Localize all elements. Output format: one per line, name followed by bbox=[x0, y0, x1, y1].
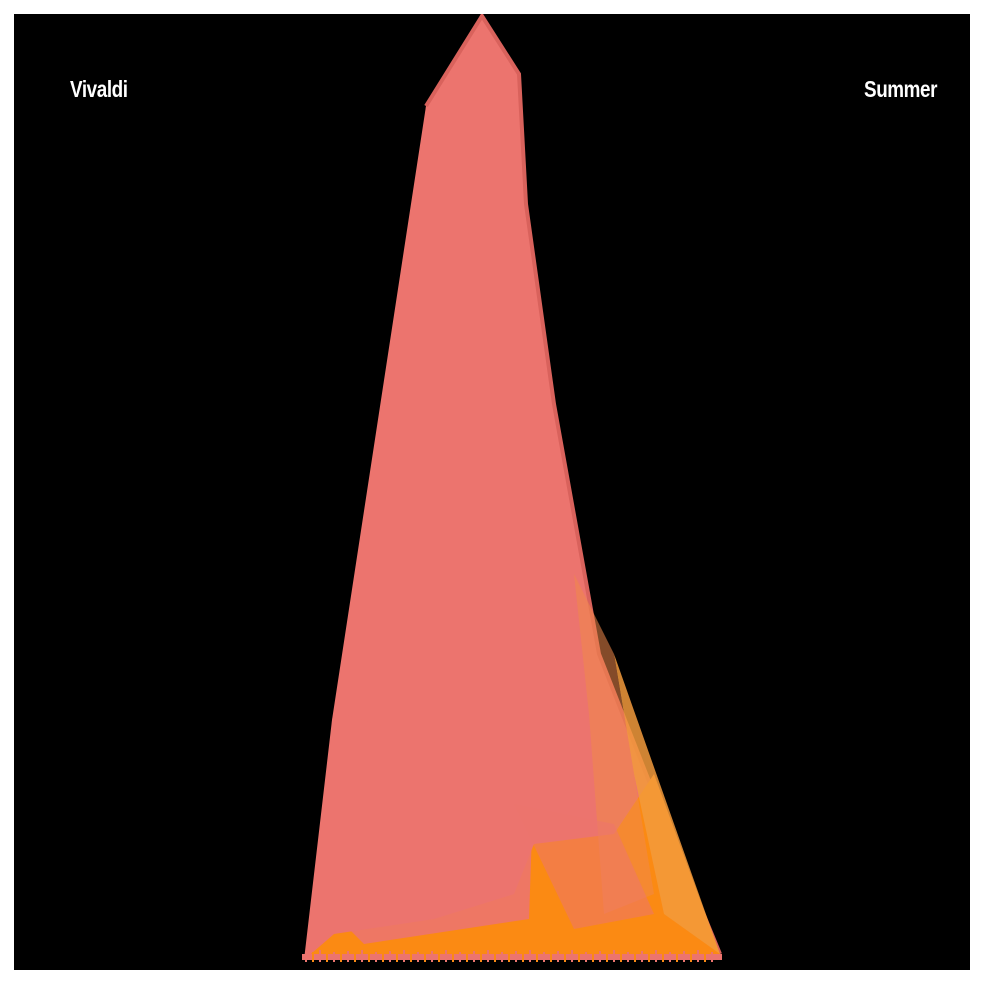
base-ticks bbox=[305, 950, 713, 962]
spire-overlay-2 bbox=[514, 804, 654, 929]
composer-label: Vivaldi bbox=[70, 76, 128, 102]
orange-wedge bbox=[614, 654, 720, 954]
album-cover: Vivaldi Summer bbox=[14, 14, 970, 970]
abstract-spire-artwork bbox=[302, 14, 722, 962]
season-label: Summer bbox=[863, 76, 937, 102]
orange-shard bbox=[574, 574, 654, 914]
base-line bbox=[302, 954, 722, 960]
spire-overlay bbox=[334, 714, 534, 944]
